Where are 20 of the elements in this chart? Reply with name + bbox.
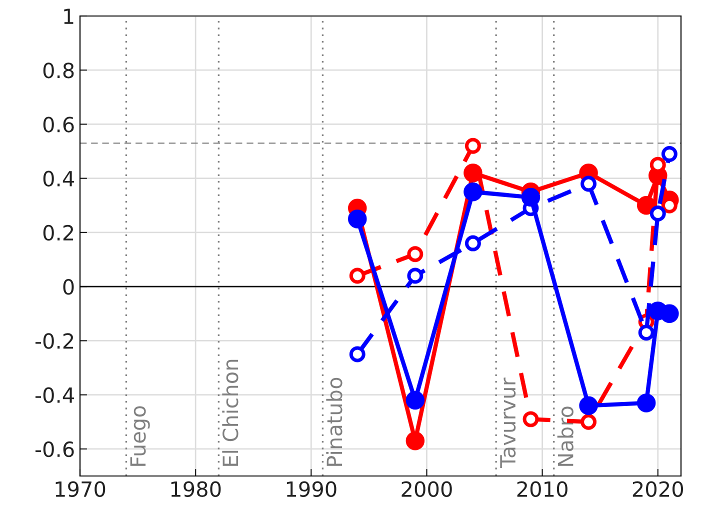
ref-line-label: Nabro	[557, 406, 574, 466]
x-tick-label: 2020	[632, 481, 684, 497]
y-tick-label: -0.4	[36, 387, 74, 404]
y-tick-label: 1	[64, 8, 74, 24]
x-tick-label: 1980	[171, 481, 221, 497]
x-tick-label: 1990	[286, 481, 336, 497]
ref-line-label: El Chichon	[222, 360, 238, 466]
y-tick-label: -0.6	[36, 441, 74, 458]
y-tick-label: 0.2	[43, 224, 74, 241]
x-tick-label: 1970	[56, 481, 106, 497]
y-tick-label: -0.2	[36, 333, 74, 349]
y-tick-label: 0.6	[43, 116, 74, 132]
x-tick-label: 2000	[402, 481, 452, 497]
ref-line-label: Pinatubo	[326, 378, 342, 466]
ref-line-label: Fuego	[130, 406, 150, 466]
y-tick-label: 0.8	[43, 62, 74, 78]
y-tick-label: 0	[63, 279, 74, 295]
x-tick-label: 2010	[517, 481, 568, 497]
y-tick-label: 0.4	[43, 170, 74, 187]
ref-line-label: Tavurvur	[500, 378, 516, 468]
